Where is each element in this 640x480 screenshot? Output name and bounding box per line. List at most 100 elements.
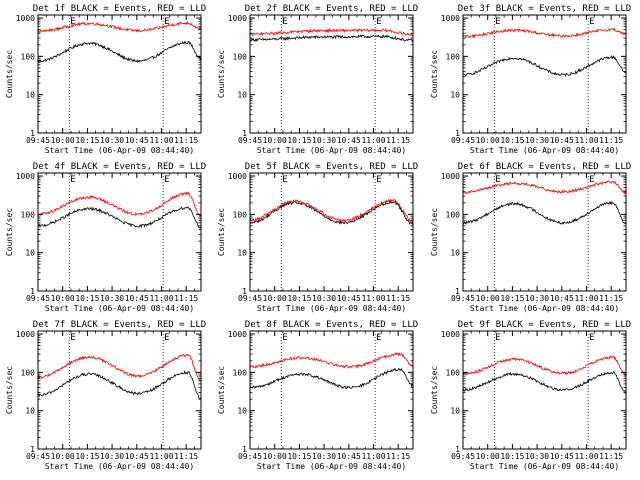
event-marker-2: E [589, 333, 594, 343]
event-marker-2: E [589, 17, 594, 27]
x-axis-label: Start Time (06-Apr-09 08:44:40) [257, 146, 406, 155]
x-tick-label: 10:30 [100, 452, 124, 461]
x-tick-label: 10:00 [476, 136, 500, 145]
x-axis-label: Start Time (06-Apr-09 08:44:40) [45, 462, 194, 471]
x-tick-label: 09:45 [238, 452, 262, 461]
x-tick-label: 10:15 [75, 136, 99, 145]
series-line-lld [463, 27, 626, 39]
panel-title: Det 2f BLACK = Events, RED = LLD [245, 4, 418, 14]
panel-title: Det 4f BLACK = Events, RED = LLD [33, 162, 206, 172]
x-tick-label: 10:15 [287, 452, 311, 461]
x-tick-label: 10:15 [75, 452, 99, 461]
x-tick-label: 10:30 [525, 136, 549, 145]
series-line-lld [250, 198, 413, 223]
x-tick-label: 11:15 [386, 136, 410, 145]
y-tick-label: 1 [30, 287, 35, 296]
x-tick-label: 11:15 [599, 294, 623, 303]
x-tick-label: 10:45 [125, 452, 149, 461]
y-axis-label: Counts/sec [5, 208, 14, 256]
y-tick-label: 1000 [16, 14, 35, 23]
panel-title: Det 7f BLACK = Events, RED = LLD [33, 320, 206, 330]
series-line-events [250, 33, 413, 43]
x-axis-label: Start Time (06-Apr-09 08:44:40) [45, 304, 194, 313]
detector-panel-1: Det 1f BLACK = Events, RED = LLD Counts/s… [5, 4, 206, 155]
series-line-lld [38, 353, 201, 382]
y-axis-label: Counts/sec [5, 366, 14, 414]
x-tick-label: 11:15 [174, 294, 198, 303]
x-axis-label: Start Time (06-Apr-09 08:44:40) [257, 462, 406, 471]
x-tick-label: 10:15 [500, 294, 524, 303]
plot-frame [249, 172, 414, 292]
series-line-events [463, 54, 626, 78]
plot-frame [249, 330, 414, 450]
y-tick-label: 10 [237, 249, 247, 258]
x-tick-label: 11:15 [174, 452, 198, 461]
y-tick-label: 100 [446, 52, 461, 61]
event-marker-2: E [589, 175, 594, 185]
x-tick-label: 10:00 [476, 294, 500, 303]
event-marker-1: E [495, 333, 500, 343]
panel-title: Det 9f BLACK = Events, RED = LLD [458, 320, 631, 330]
detector-panel-5: Det 5f BLACK = Events, RED = LLD Counts/s… [217, 162, 418, 313]
x-tick-label: 11:15 [599, 452, 623, 461]
x-tick-label: 10:45 [125, 136, 149, 145]
x-tick-label: 10:00 [263, 452, 287, 461]
x-tick-label: 09:45 [451, 452, 475, 461]
y-tick-label: 1 [455, 129, 460, 138]
y-tick-label: 10 [450, 249, 460, 258]
series-line-events [463, 200, 626, 225]
x-axis-label: Start Time (06-Apr-09 08:44:40) [470, 462, 619, 471]
series-line-lld [38, 20, 201, 33]
x-tick-label: 10:30 [312, 136, 336, 145]
series-line-events [38, 370, 201, 400]
event-marker-1: E [70, 17, 75, 27]
x-tick-label: 10:00 [51, 136, 75, 145]
y-tick-label: 10 [237, 91, 247, 100]
y-tick-label: 1 [242, 129, 247, 138]
series-line-events [38, 40, 201, 64]
x-axis-label: Start Time (06-Apr-09 08:44:40) [470, 146, 619, 155]
x-tick-label: 11:15 [386, 294, 410, 303]
y-tick-label: 10 [25, 407, 35, 416]
y-tick-label: 10 [25, 91, 35, 100]
y-tick-label: 10 [450, 91, 460, 100]
x-tick-label: 10:45 [337, 294, 361, 303]
series-line-lld [250, 27, 413, 37]
y-tick-label: 1000 [228, 330, 247, 339]
x-tick-label: 10:30 [312, 452, 336, 461]
series-line-events [250, 367, 413, 390]
y-tick-label: 1 [30, 129, 35, 138]
y-tick-label: 1000 [441, 330, 460, 339]
series-line-events [38, 206, 201, 229]
y-axis-label: Counts/sec [430, 208, 439, 256]
y-tick-label: 100 [446, 368, 461, 377]
series-line-events [463, 370, 626, 394]
plot-frame [37, 14, 202, 134]
plot-frame [37, 330, 202, 450]
x-tick-label: 11:00 [574, 294, 598, 303]
y-tick-label: 100 [21, 210, 36, 219]
series-line-lld [38, 191, 201, 218]
x-tick-label: 11:00 [574, 136, 598, 145]
detector-panel-8: Det 8f BLACK = Events, RED = LLD Counts/s… [217, 320, 418, 471]
x-tick-label: 10:15 [287, 294, 311, 303]
x-tick-label: 09:45 [451, 136, 475, 145]
x-axis-label: Start Time (06-Apr-09 08:44:40) [257, 304, 406, 313]
x-tick-label: 09:45 [26, 452, 50, 461]
x-tick-label: 09:45 [26, 294, 50, 303]
x-tick-label: 11:00 [149, 452, 173, 461]
x-tick-label: 11:15 [174, 136, 198, 145]
x-axis-label: Start Time (06-Apr-09 08:44:40) [45, 146, 194, 155]
y-tick-label: 1000 [228, 14, 247, 23]
x-tick-label: 10:00 [476, 452, 500, 461]
event-marker-1: E [282, 17, 287, 27]
y-tick-label: 1 [242, 445, 247, 454]
y-tick-label: 1 [30, 445, 35, 454]
event-marker-1: E [495, 17, 500, 27]
x-tick-label: 10:15 [500, 452, 524, 461]
detector-panel-7: Det 7f BLACK = Events, RED = LLD Counts/s… [5, 320, 206, 471]
y-tick-label: 10 [237, 407, 247, 416]
y-axis-label: Counts/sec [217, 208, 226, 256]
plot-frame [462, 14, 627, 134]
x-tick-label: 10:45 [550, 136, 574, 145]
